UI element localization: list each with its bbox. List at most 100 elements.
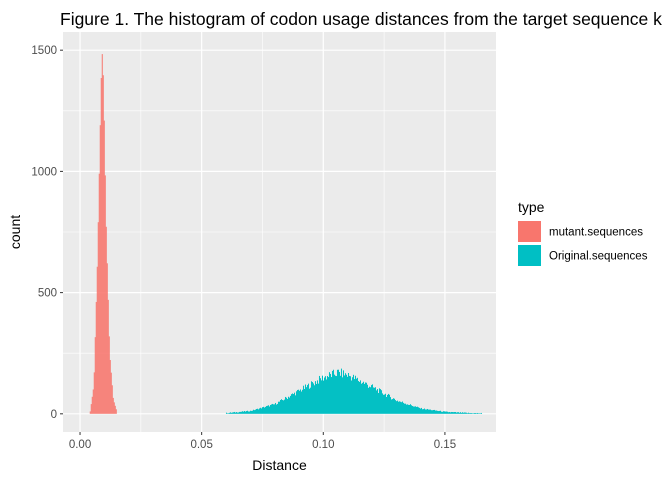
histogram-bar bbox=[246, 410, 248, 414]
histogram-bar bbox=[428, 409, 430, 414]
histogram-bar bbox=[437, 411, 439, 414]
histogram-bar bbox=[89, 411, 91, 414]
histogram-bar bbox=[256, 408, 258, 414]
histogram-bar bbox=[273, 404, 275, 414]
histogram-bar bbox=[414, 406, 416, 414]
histogram-bar bbox=[479, 413, 481, 414]
histogram-bar bbox=[300, 391, 302, 414]
histogram-bar bbox=[316, 380, 318, 414]
histogram-bar bbox=[477, 413, 479, 414]
histogram-bar bbox=[402, 402, 404, 414]
histogram-bar bbox=[335, 376, 337, 414]
legend-title: type bbox=[518, 199, 545, 215]
histogram-bar bbox=[103, 120, 105, 414]
histogram-bar bbox=[90, 404, 92, 414]
x-tick-label: 0.00 bbox=[69, 439, 91, 451]
histogram-bar bbox=[365, 382, 367, 414]
histogram-bar bbox=[262, 406, 264, 414]
histogram-bar bbox=[332, 369, 334, 414]
histogram-bar bbox=[284, 396, 286, 414]
histogram-bar bbox=[441, 411, 443, 414]
histogram-bar bbox=[247, 411, 249, 414]
histogram-bar bbox=[419, 408, 421, 414]
histogram-bar bbox=[97, 222, 99, 414]
histogram-bar bbox=[265, 406, 267, 414]
y-tick-label: 1500 bbox=[31, 45, 57, 57]
histogram-bar bbox=[476, 412, 478, 414]
histogram-bar bbox=[93, 372, 95, 414]
histogram-bar bbox=[232, 412, 234, 414]
histogram-bar bbox=[430, 410, 432, 414]
histogram-bar bbox=[429, 409, 431, 414]
histogram-bar bbox=[464, 412, 466, 414]
histogram-bar bbox=[368, 386, 370, 414]
histogram-bar bbox=[425, 409, 427, 414]
histogram-bar bbox=[329, 373, 331, 414]
histogram-bar bbox=[431, 410, 433, 414]
histogram-bar bbox=[343, 375, 345, 414]
histogram-bar bbox=[442, 411, 444, 414]
histogram-bar bbox=[293, 392, 295, 414]
histogram-bar bbox=[397, 401, 399, 414]
histogram-bar bbox=[305, 387, 307, 414]
chart-title: Figure 1. The histogram of codon usage d… bbox=[60, 9, 662, 29]
histogram-bar bbox=[473, 413, 475, 414]
histogram-bar bbox=[357, 381, 359, 414]
x-axis: 0.00 0.05 0.10 0.15 bbox=[69, 432, 456, 451]
histogram-bar bbox=[315, 383, 317, 414]
histogram-bar bbox=[436, 410, 438, 414]
histogram-bar bbox=[94, 337, 96, 414]
histogram-bar bbox=[475, 413, 477, 414]
histogram-bar bbox=[227, 413, 229, 414]
histogram-bar bbox=[234, 412, 236, 414]
histogram-bar bbox=[451, 412, 453, 414]
histogram-bar bbox=[383, 394, 385, 414]
histogram-bar bbox=[449, 412, 451, 414]
legend-label-original: Original.sequences bbox=[549, 251, 648, 263]
histogram-bar bbox=[466, 413, 468, 414]
histogram-bar bbox=[404, 403, 406, 414]
histogram-bar bbox=[257, 409, 259, 414]
histogram-bar bbox=[267, 405, 269, 414]
histogram-bar bbox=[457, 412, 459, 414]
histogram-bar bbox=[459, 412, 461, 414]
histogram-bar bbox=[463, 412, 465, 414]
histogram-bar bbox=[438, 410, 440, 414]
histogram-bar bbox=[460, 412, 462, 414]
histogram-bar bbox=[280, 399, 282, 414]
histogram-bar bbox=[447, 412, 449, 414]
y-tick-label: 0 bbox=[51, 409, 57, 421]
histogram-bar bbox=[229, 412, 231, 414]
histogram-bar bbox=[381, 393, 383, 414]
histogram-bar bbox=[403, 403, 405, 414]
histogram-bar bbox=[399, 401, 401, 414]
histogram-bar bbox=[241, 411, 243, 414]
histogram-bar bbox=[291, 393, 293, 414]
histogram-bar bbox=[356, 377, 358, 414]
histogram-bar bbox=[105, 226, 107, 414]
histogram-bar bbox=[369, 387, 371, 414]
histogram-bar bbox=[239, 411, 241, 414]
histogram-bar bbox=[279, 400, 281, 414]
histogram-bar bbox=[443, 411, 445, 414]
histogram-bar bbox=[286, 399, 288, 414]
histogram-bar bbox=[324, 376, 326, 414]
histogram-bar bbox=[410, 405, 412, 414]
histogram-bar bbox=[423, 408, 425, 414]
histogram-bar bbox=[100, 77, 102, 414]
histogram-bar bbox=[289, 395, 291, 414]
histogram-bar bbox=[445, 411, 447, 414]
histogram-bar bbox=[472, 413, 474, 414]
histogram-bar bbox=[304, 384, 306, 414]
histogram-bar bbox=[392, 398, 394, 414]
histogram-bar bbox=[245, 411, 247, 414]
histogram-bar bbox=[309, 387, 311, 414]
histogram-bar bbox=[320, 380, 322, 414]
histogram-bar bbox=[95, 301, 97, 414]
histogram-bar bbox=[420, 407, 422, 414]
histogram-bar bbox=[333, 374, 335, 414]
histogram-bar bbox=[375, 390, 377, 414]
histogram-bar bbox=[334, 375, 336, 414]
histogram-bar bbox=[456, 412, 458, 414]
histogram-bar bbox=[395, 401, 397, 414]
